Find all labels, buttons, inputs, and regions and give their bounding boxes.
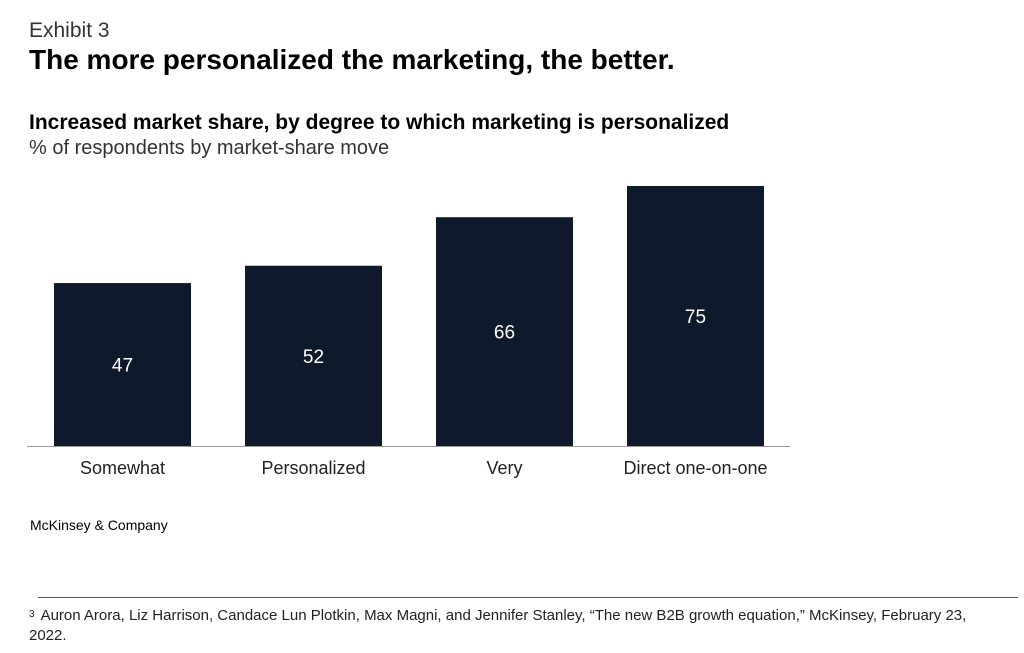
bar-value-label: 66 xyxy=(494,323,515,344)
footnote-marker: 3 xyxy=(29,609,35,620)
chart-subtitle: % of respondents by market-share move xyxy=(29,137,390,159)
bar-personalized xyxy=(245,265,382,446)
bar-value-label: 47 xyxy=(112,356,133,377)
bar-direct-one-on-one xyxy=(627,186,764,446)
bar-value-label: 52 xyxy=(303,347,324,368)
bar-very xyxy=(436,217,573,446)
category-tick-label: Personalized xyxy=(261,458,365,478)
footnote: 3 Auron Arora, Liz Harrison, Candace Lun … xyxy=(29,606,1004,646)
chart-title: Increased market share, by degree to whi… xyxy=(29,111,730,134)
category-tick-label: Very xyxy=(486,458,522,478)
exhibit-label: Exhibit 3 xyxy=(29,19,110,42)
source-label: McKinsey & Company xyxy=(30,517,168,533)
footnote-divider xyxy=(38,597,1018,598)
page-title: The more personalized the marketing, the… xyxy=(29,44,675,75)
category-tick-label: Direct one-on-one xyxy=(623,458,767,478)
footnote-text: Auron Arora, Liz Harrison, Candace Lun P… xyxy=(29,607,967,644)
bar-somewhat xyxy=(54,283,191,446)
bar-value-label: 75 xyxy=(685,307,706,328)
category-tick-label: Somewhat xyxy=(80,458,165,478)
